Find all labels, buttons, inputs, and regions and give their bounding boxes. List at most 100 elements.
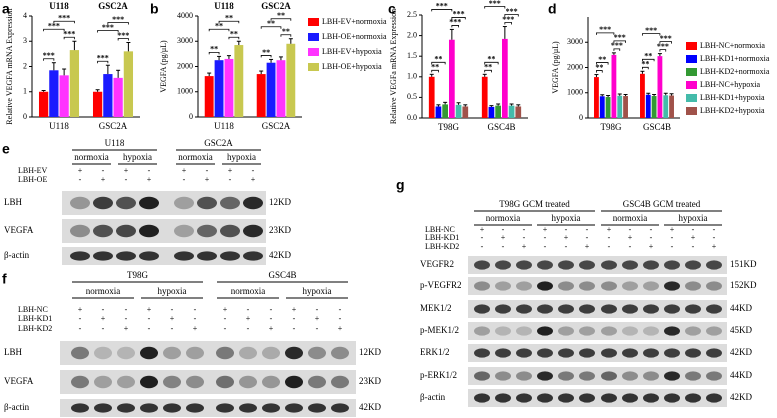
- row-label: LBH: [4, 197, 23, 207]
- panel-label: e: [2, 141, 10, 157]
- x-tick-label: U118: [214, 121, 234, 131]
- lane-sign: +: [193, 324, 198, 333]
- blot-band: [216, 346, 234, 360]
- blot-band: [70, 224, 90, 238]
- blot-band: [537, 393, 553, 403]
- legend-swatch: [308, 48, 319, 56]
- legend-swatch: [686, 55, 697, 63]
- blot-band: [643, 260, 659, 270]
- lane-sign: -: [544, 242, 547, 251]
- lane-sign: +: [170, 314, 175, 323]
- y-tick-label: 2000: [177, 61, 193, 70]
- bar: [645, 94, 651, 118]
- significance-label: ***: [645, 26, 657, 35]
- blot-band: [139, 196, 159, 210]
- blot-band: [706, 260, 722, 270]
- blot-band: [579, 371, 595, 381]
- lane-sign: +: [228, 166, 233, 175]
- blot-band: [622, 304, 638, 314]
- blot-band: [537, 371, 553, 381]
- row-label: β-actin: [4, 402, 30, 412]
- significance-label: ***: [449, 18, 461, 27]
- row-label: VEGFA: [4, 225, 34, 235]
- legend-swatch: [686, 68, 697, 76]
- lane-sign: -: [481, 233, 484, 242]
- bar: [495, 105, 501, 118]
- lane-sign: -: [650, 233, 653, 242]
- legend-swatch: [308, 63, 319, 71]
- significance-label: **: [230, 30, 238, 39]
- legend-swatch: [686, 107, 697, 115]
- significance-label: **: [598, 55, 606, 64]
- row-label: p-VEGFR2: [420, 280, 462, 290]
- blot-band: [601, 281, 617, 291]
- y-tick-label: 4000: [177, 11, 193, 20]
- blot-band: [685, 348, 701, 358]
- x-tick-label: GSC4B: [487, 122, 515, 132]
- significance-label: **: [644, 52, 652, 61]
- bar: [266, 62, 276, 117]
- significance-label: **: [225, 14, 233, 23]
- significance-label: ***: [657, 42, 669, 51]
- blot-band: [558, 393, 574, 403]
- treatment-label: LBH-KD2: [18, 324, 52, 333]
- band-size: 42KD: [730, 347, 752, 357]
- y-tick-label: 1: [23, 87, 27, 96]
- blot-band: [70, 196, 90, 210]
- legend-label: LBH-KD1+normoxia: [700, 54, 770, 63]
- blot-band: [579, 304, 595, 314]
- lane-sign: +: [691, 233, 696, 242]
- significance-label: ***: [102, 23, 114, 32]
- blot-band: [285, 346, 303, 360]
- significance-bracket: [260, 26, 282, 29]
- blot-band: [197, 251, 217, 261]
- blot-band: [643, 281, 659, 291]
- significance-bracket: [504, 22, 512, 25]
- significance-label: **: [282, 27, 290, 36]
- treatment-label: LBH-OE: [18, 175, 47, 184]
- blot-band: [117, 403, 135, 413]
- significance-label: ***: [58, 14, 70, 23]
- lane-sign: -: [125, 314, 128, 323]
- blot-band: [197, 224, 217, 238]
- significance-bracket: [431, 9, 453, 12]
- y-tick-label: 0: [189, 112, 193, 121]
- significance-label: **: [262, 48, 270, 57]
- y-tick-label: 0: [579, 113, 583, 122]
- lane-sign: -: [523, 233, 526, 242]
- significance-label: **: [277, 11, 285, 20]
- x-tick-label: T98G: [438, 122, 459, 132]
- lane-sign: -: [316, 305, 319, 314]
- significance-bracket: [208, 28, 230, 32]
- significance-label: **: [210, 45, 218, 54]
- blot-band: [197, 196, 217, 210]
- bar: [599, 96, 605, 118]
- significance-bracket: [596, 32, 615, 35]
- blot-band: [643, 326, 659, 336]
- blot-band: [537, 281, 553, 291]
- band-size: 42KD: [269, 250, 291, 260]
- significance-label: **: [434, 55, 442, 64]
- lane-sign: +: [522, 242, 527, 251]
- blot-band: [579, 281, 595, 291]
- bar: [38, 91, 49, 117]
- bar: [428, 76, 435, 118]
- blot-band: [220, 224, 240, 238]
- band-size: 151KD: [730, 259, 757, 269]
- bar: [462, 106, 469, 118]
- lane-sign: -: [565, 225, 568, 234]
- lane-sign: -: [252, 166, 255, 175]
- bar: [502, 38, 508, 119]
- band-size: 23KD: [359, 376, 381, 386]
- bar: [449, 39, 455, 118]
- lane-sign: -: [79, 324, 82, 333]
- blot-band: [474, 281, 490, 291]
- band-size: 23KD: [269, 225, 291, 235]
- lane-sign: +: [78, 166, 83, 175]
- panel-label: g: [396, 177, 405, 193]
- treatment-label: LBH-KD1: [18, 314, 52, 323]
- lane-sign: +: [543, 225, 548, 234]
- lane-sign: +: [147, 305, 152, 314]
- blot-band: [331, 403, 349, 413]
- blot-band: [558, 371, 574, 381]
